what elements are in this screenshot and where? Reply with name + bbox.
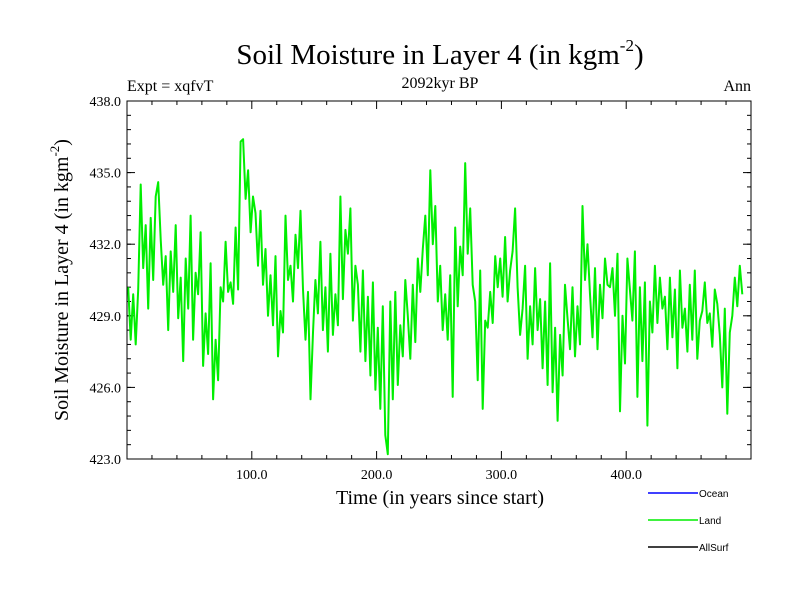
y-tick-label: 429.0	[90, 310, 122, 325]
chart-title-superscript: -2	[620, 36, 634, 55]
chart-title-close: )	[634, 39, 644, 71]
y-tick-label: 435.0	[90, 167, 122, 182]
y-tick-label: 432.0	[90, 238, 122, 253]
legend-label-ocean: Ocean	[699, 489, 728, 500]
y-axis-label: Soil Moisture in Layer 4 (in kgm-2)	[47, 139, 73, 421]
y-axis-label-main: Soil Moisture in Layer 4 (in kgm	[51, 156, 73, 421]
experiment-label: Expt = xqfvT	[127, 78, 214, 95]
legend-label-allsurf: AllSurf	[699, 543, 729, 554]
chart-subtitle: 2092kyr BP	[402, 75, 479, 92]
chart-title: Soil Moisture in Layer 4 (in kgm-2)	[236, 36, 643, 71]
legend: Ocean Land AllSurf	[648, 489, 729, 554]
series-line-land	[127, 138, 744, 456]
season-label: Ann	[723, 78, 751, 95]
chart-title-main: Soil Moisture in Layer 4 (in kgm	[236, 39, 620, 71]
plot-frame	[126, 100, 752, 460]
x-tick-label: 100.0	[236, 468, 268, 483]
legend-label-land: Land	[699, 516, 721, 527]
y-axis-label-superscript: -2	[47, 146, 62, 157]
y-tick-label: 438.0	[90, 95, 122, 110]
y-axis-label-close: )	[51, 139, 73, 146]
x-tick-label: 200.0	[361, 468, 393, 483]
x-axis-label: Time (in years since start)	[336, 487, 544, 509]
axis-tick-labels: 423.0 426.0 429.0 432.0 435.0 438.0 100.0 200.0…	[90, 95, 642, 483]
x-tick-label: 400.0	[610, 468, 642, 483]
y-tick-label: 423.0	[90, 453, 122, 468]
series-layer	[127, 138, 744, 456]
x-tick-label: 300.0	[486, 468, 518, 483]
y-tick-label: 426.0	[90, 381, 122, 396]
